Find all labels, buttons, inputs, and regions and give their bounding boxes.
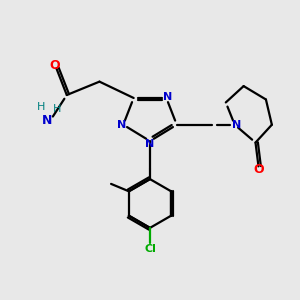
Text: Cl: Cl xyxy=(144,244,156,254)
Text: H: H xyxy=(37,102,45,112)
Text: O: O xyxy=(50,59,60,72)
Text: N: N xyxy=(42,114,52,127)
Text: N: N xyxy=(163,92,172,101)
Text: N: N xyxy=(117,120,126,130)
Text: N: N xyxy=(146,139,154,149)
Text: N: N xyxy=(232,120,241,130)
Text: O: O xyxy=(253,164,264,176)
Text: H: H xyxy=(53,104,61,114)
